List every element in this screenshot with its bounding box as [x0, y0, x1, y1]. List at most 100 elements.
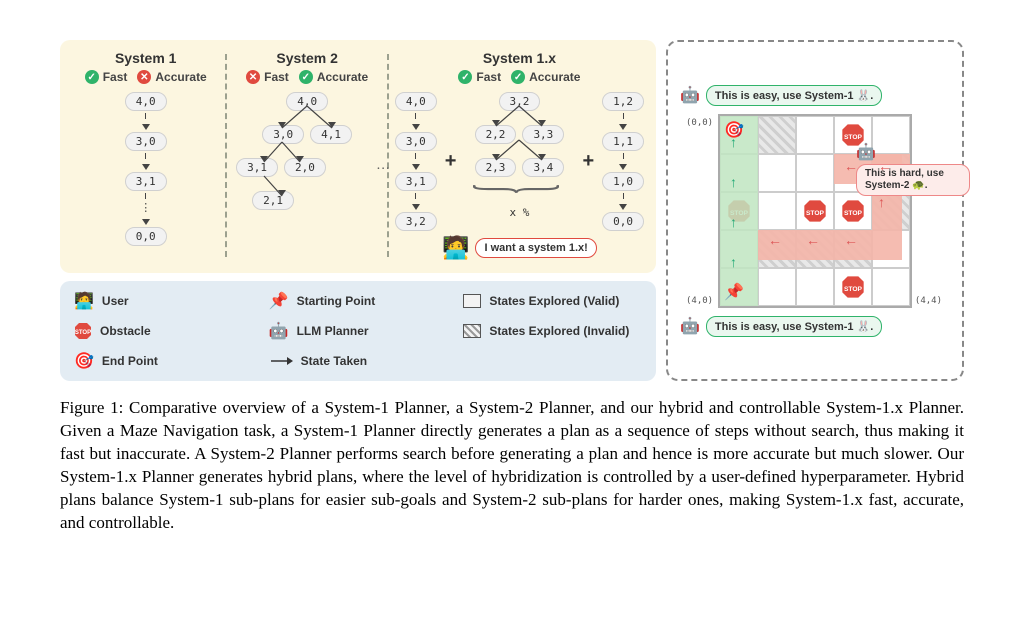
user-icon: 🧑‍💻 [74, 291, 94, 311]
system-1x-column: System 1.x ✓ Fast ✓ Accurate 4,0 3,0 3,1 [395, 50, 644, 261]
user-speech-bubble: I want a system 1.x! [475, 238, 596, 258]
figure-top-row: System 1 ✓Fast ✕Accurate 4,0 3,0 3,1 ⋮ [60, 40, 964, 381]
svg-text:STOP: STOP [844, 286, 863, 293]
tree-node: 2,3 [475, 158, 517, 177]
caption-text: Comparative overview of a System-1 Plann… [60, 398, 964, 532]
system-1x-attrs: ✓ Fast ✓ Accurate [458, 70, 580, 84]
coord-label: (4,0) [686, 296, 713, 306]
legend-label: States Explored (Invalid) [489, 324, 629, 338]
coord-label: (0,0) [686, 118, 713, 128]
speech-easy-top: This is easy, use System-1 🐰. [706, 85, 882, 106]
svg-text:STOP: STOP [844, 210, 863, 217]
maze-bubble-top: 🤖 This is easy, use System-1 🐰. [680, 85, 950, 106]
ellipsis: … [376, 158, 390, 174]
system-1-title: System 1 [115, 50, 176, 66]
attr-fast: Fast [103, 70, 128, 84]
chain-node: 1,2 [602, 92, 644, 111]
plus-icon: + [441, 150, 461, 173]
speech-easy-bottom: This is easy, use System-1 🐰. [706, 316, 882, 337]
tree-node: 3,2 [499, 92, 541, 111]
chain-node: 3,2 [395, 212, 437, 231]
legend-label: States Explored (Valid) [489, 294, 619, 308]
invalid-state-icon [463, 324, 481, 338]
x-icon: ✕ [246, 70, 260, 84]
attr-fast: Fast [264, 70, 289, 84]
arrow-right-icon [269, 355, 293, 367]
svg-text:STOP: STOP [806, 210, 825, 217]
attr-fast: Fast [476, 70, 501, 84]
valid-state-icon [463, 294, 481, 308]
rabbit-icon: 🐰 [857, 321, 871, 333]
legend-panel: 🧑‍💻User 📌Starting Point STOP Obstacle 🤖L… [60, 281, 656, 381]
attr-accurate: Accurate [155, 70, 206, 84]
legend-label: User [102, 294, 129, 308]
left-column: System 1 ✓Fast ✕Accurate 4,0 3,0 3,1 ⋮ [60, 40, 656, 381]
chain-node: 1,1 [602, 132, 644, 151]
check-icon: ✓ [299, 70, 313, 84]
check-icon: ✓ [511, 70, 525, 84]
system-1x-content: 4,0 3,0 3,1 3,2 + [395, 92, 644, 231]
tree-node: 4,1 [310, 125, 352, 144]
chain-node: 0,0 [125, 227, 167, 246]
attr-accurate: Accurate [317, 70, 368, 84]
legend-label: LLM Planner [297, 324, 369, 338]
legend-label: Starting Point [297, 294, 376, 308]
tree-node: 2,1 [252, 191, 294, 210]
check-icon: ✓ [458, 70, 472, 84]
legend-label: State Taken [301, 354, 367, 368]
legend-label: Obstacle [100, 324, 151, 338]
tree-node: 2,2 [475, 125, 517, 144]
speech-hard: This is hard, use System-2 🐢. [856, 164, 970, 196]
chain-node: 1,0 [602, 172, 644, 191]
x-icon: ✕ [137, 70, 151, 84]
robot-icon: 🤖 [269, 321, 289, 341]
maze-bubble-bottom: 🤖 This is easy, use System-1 🐰. [680, 316, 950, 337]
chain-node: 4,0 [395, 92, 437, 111]
chain-node: 0,0 [602, 212, 644, 231]
system-1-chain: 4,0 3,0 3,1 ⋮ 0,0 [125, 92, 167, 246]
tree-node: 3,3 [522, 125, 564, 144]
figure-caption: Figure 1: Comparative overview of a Syst… [60, 397, 964, 535]
check-icon: ✓ [85, 70, 99, 84]
legend-label: End Point [102, 354, 158, 368]
plus-icon: + [578, 150, 598, 173]
coord-label: (4,4) [915, 296, 942, 306]
arrow-down-icon [142, 219, 150, 225]
chain-node: 3,0 [125, 132, 167, 151]
chain-node: 3,0 [395, 132, 437, 151]
chain-node: 3,1 [395, 172, 437, 191]
system-2-attrs: ✕ Fast ✓ Accurate [246, 70, 368, 84]
tree-node: 3,0 [262, 125, 304, 144]
tree-node: 2,0 [284, 158, 326, 177]
maze-grid-wrap: (0,0) (4,0) (4,4) STOPSTOPSTOPSTOPSTOP 🎯… [718, 114, 912, 308]
svg-text:STOP: STOP [75, 330, 91, 336]
robot-icon: 🤖 [680, 85, 700, 105]
arrow-down-icon [142, 124, 150, 130]
svg-text:STOP: STOP [844, 134, 863, 141]
attr-accurate: Accurate [529, 70, 580, 84]
systems-panel: System 1 ✓Fast ✕Accurate 4,0 3,0 3,1 ⋮ [60, 40, 656, 273]
system-1-column: System 1 ✓Fast ✕Accurate 4,0 3,0 3,1 ⋮ [72, 50, 219, 261]
system-1x-title: System 1.x [483, 50, 556, 66]
figure-number: Figure 1 [60, 398, 119, 417]
chain-node: 4,0 [125, 92, 167, 111]
figure-1: System 1 ✓Fast ✕Accurate 4,0 3,0 3,1 ⋮ [60, 40, 964, 535]
brace-icon: } [499, 183, 539, 195]
robot-icon: 🤖 [680, 316, 700, 336]
target-icon: 🎯 [74, 351, 94, 371]
rabbit-icon: 🐰 [857, 90, 871, 102]
user-icon: 🧑‍💻 [442, 235, 469, 261]
maze-panel: 🤖 This is easy, use System-1 🐰. (0,0) (4… [666, 40, 964, 381]
pin-icon: 📌 [724, 282, 744, 302]
turtle-icon: 🐢 [912, 180, 924, 191]
system-2-title: System 2 [276, 50, 337, 66]
system-1-attrs: ✓ Fast ✕ Accurate [85, 70, 207, 84]
tree-node: 3,1 [236, 158, 278, 177]
chain-node: 3,1 [125, 172, 167, 191]
tree-node: 4,0 [286, 92, 328, 111]
tree-node: 3,4 [522, 158, 564, 177]
divider [387, 54, 389, 257]
x-percent-label: x % [510, 206, 530, 219]
system-2-column: System 2 ✕ Fast ✓ Accurate [233, 50, 380, 261]
arrow-down-icon [142, 164, 150, 170]
